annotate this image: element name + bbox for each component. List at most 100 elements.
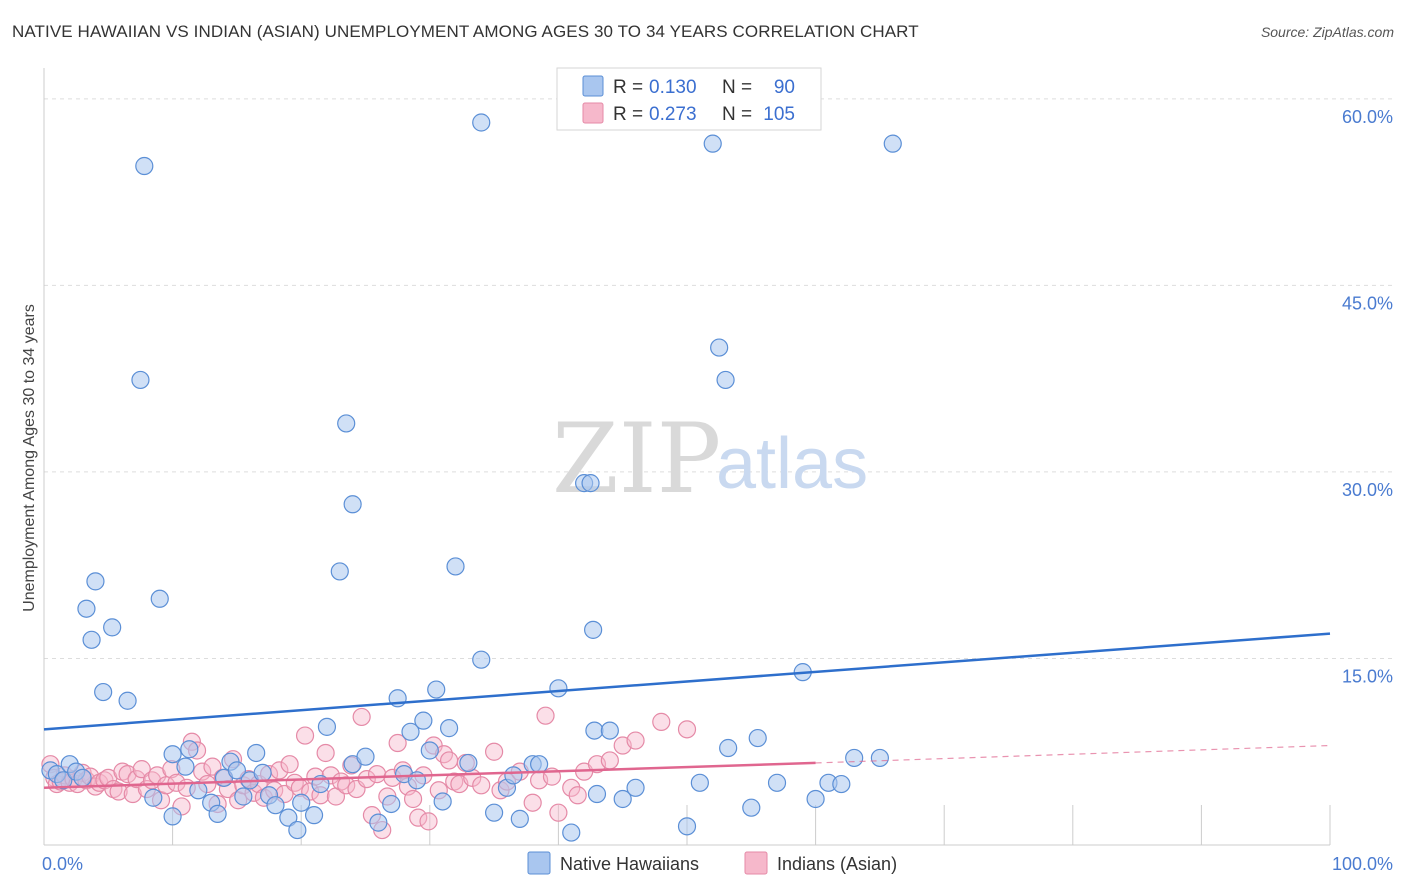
native-hawaiian-point-76 xyxy=(703,134,722,153)
indians-asian-point-100 xyxy=(600,751,619,770)
native-hawaiian-point-47 xyxy=(401,722,420,741)
axis-layer: 15.0% 30.0% 45.0% 60.0% 0.0% 100.0% xyxy=(42,68,1393,874)
indians-asian-point-81 xyxy=(439,751,459,770)
native-hawaiian-point-19 xyxy=(180,740,199,759)
native-hawaiian-point-11 xyxy=(118,691,137,710)
native-hawaiian-point-29 xyxy=(253,763,272,782)
y-axis-label: Unemployment Among Ages 30 to 34 years xyxy=(21,304,38,612)
bottom-legend-label-blue: Native Hawaiians xyxy=(560,854,699,874)
native-hawaiian-point-61 xyxy=(510,809,529,828)
correlation-legend: R = 0.130 N = 90 R = 0.273 N = 105 xyxy=(556,67,822,131)
native-hawaiian-point-44 xyxy=(382,794,401,814)
indians-asian-point-74 xyxy=(403,789,423,809)
indians-asian-point-103 xyxy=(652,712,671,731)
native-hawaiian-point-75 xyxy=(690,773,709,792)
native-hawaiian-point-82 xyxy=(767,773,787,792)
native-hawaiian-point-26 xyxy=(234,787,253,806)
indians-asian-point-16 xyxy=(109,782,128,801)
legend-n-label-blue: N = xyxy=(722,77,752,98)
native-hawaiian-point-56 xyxy=(472,650,491,669)
watermark-zip: ZIP xyxy=(552,403,721,515)
legend-swatch-pink xyxy=(582,102,604,124)
native-hawaiian-point-55 xyxy=(459,753,478,773)
native-hawaiian-point-57 xyxy=(472,113,491,132)
watermark: ZIP atlas xyxy=(552,403,868,515)
indians-asian-point-65 xyxy=(357,769,376,789)
chart-title: NATIVE HAWAIIAN VS INDIAN (ASIAN) UNEMPL… xyxy=(12,22,919,41)
x-tick-label-max: 100.0% xyxy=(1332,854,1393,874)
native-hawaiian-point-5 xyxy=(73,768,92,787)
native-hawaiian-point-77 xyxy=(710,338,729,357)
chart-source: Source: ZipAtlas.com xyxy=(1260,24,1394,40)
native-hawaiian-point-86 xyxy=(832,774,851,794)
legend-n-value-pink: 105 xyxy=(763,104,795,125)
bottom-legend-swatch-blue xyxy=(527,851,551,875)
legend-r-label-pink: R = xyxy=(613,104,643,125)
trend-lines xyxy=(43,632,1331,790)
indians-asian-point-67 xyxy=(367,765,387,784)
watermark-atlas: atlas xyxy=(716,424,868,504)
native-hawaiian-point-14 xyxy=(144,788,163,807)
indians-asian-point-53 xyxy=(295,726,315,745)
indians-asian-point-87 xyxy=(485,742,504,761)
native-hawaiian-point-80 xyxy=(742,798,761,817)
native-hawaiian-point-74 xyxy=(677,817,697,836)
native-hawaiian-point-87 xyxy=(845,748,864,768)
indians-asian-trend-extension xyxy=(815,744,1331,764)
indians-asian-point-71 xyxy=(388,733,407,753)
native-hawaiian-point-35 xyxy=(304,806,324,825)
native-hawaiian-point-43 xyxy=(369,813,388,832)
native-hawaiian-point-65 xyxy=(562,823,581,842)
indians-asian-point-75 xyxy=(409,808,428,827)
y-tick-label-30: 30.0% xyxy=(1342,480,1393,500)
bottom-legend-label-pink: Indians (Asian) xyxy=(777,854,897,874)
legend-swatch-blue xyxy=(582,75,604,97)
native-hawaiian-point-69 xyxy=(585,721,604,740)
indians-asian-point-64 xyxy=(352,707,371,727)
y-tick-label-15: 15.0% xyxy=(1342,666,1393,686)
indians-asian-point-96 xyxy=(562,778,581,797)
native-hawaiian-point-81 xyxy=(748,728,767,748)
native-hawaiian-point-84 xyxy=(806,789,825,809)
native-hawaiian-point-71 xyxy=(600,721,619,740)
native-hawaiian-point-52 xyxy=(433,792,452,811)
indians-asian-point-95 xyxy=(549,803,568,822)
native-hawaiian-point-60 xyxy=(504,766,523,785)
native-hawaiian-points xyxy=(41,113,902,842)
native-hawaiian-point-40 xyxy=(343,495,362,514)
indians-asian-point-97 xyxy=(568,786,587,805)
indians-asian-point-86 xyxy=(472,776,491,795)
native-hawaiian-point-25 xyxy=(227,761,246,780)
native-hawaiian-point-58 xyxy=(485,803,504,822)
native-hawaiian-point-13 xyxy=(135,156,154,176)
native-hawaiian-point-64 xyxy=(549,679,568,698)
legend-r-value-pink: 0.273 xyxy=(649,104,697,125)
native-hawaiian-point-88 xyxy=(870,748,890,768)
indians-asian-point-35 xyxy=(203,757,222,776)
native-hawaiian-point-22 xyxy=(208,804,227,824)
legend-n-value-blue: 90 xyxy=(774,77,795,98)
indians-asian-point-77 xyxy=(419,812,438,831)
native-hawaiian-point-67 xyxy=(581,474,600,493)
native-hawaiian-point-10 xyxy=(103,618,122,637)
native-hawaiian-point-32 xyxy=(279,808,298,827)
native-hawaiian-point-54 xyxy=(446,557,465,576)
legend-r-value-blue: 0.130 xyxy=(649,77,697,98)
native-hawaiian-point-28 xyxy=(247,743,266,763)
native-hawaiian-point-12 xyxy=(131,370,150,390)
native-hawaiian-point-7 xyxy=(82,630,101,649)
indians-asian-point-104 xyxy=(677,720,697,739)
indians-asian-point-18 xyxy=(118,765,137,784)
native-hawaiian-point-31 xyxy=(266,796,285,815)
native-hawaiian-point-73 xyxy=(626,778,645,797)
indians-asian-point-91 xyxy=(523,793,542,812)
native-hawaiian-point-2 xyxy=(54,771,73,790)
native-hawaiian-point-70 xyxy=(587,784,607,804)
native-hawaiian-point-89 xyxy=(883,134,902,153)
native-hawaiian-point-34 xyxy=(292,793,311,812)
native-hawaiian-point-17 xyxy=(163,745,182,764)
native-hawaiian-point-6 xyxy=(77,599,96,618)
native-hawaiian-point-16 xyxy=(163,807,182,826)
native-hawaiian-trend-line xyxy=(43,632,1331,731)
